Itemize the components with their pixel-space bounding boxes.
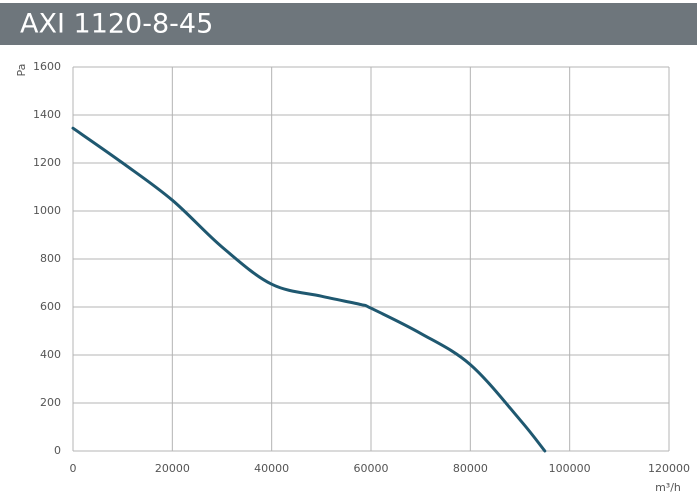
x-tick-label: 100000 bbox=[549, 462, 591, 475]
y-tick-label: 600 bbox=[40, 300, 61, 313]
y-tick-label: 1000 bbox=[33, 204, 61, 217]
y-axis-label: Pa bbox=[15, 64, 28, 77]
y-tick-label: 200 bbox=[40, 396, 61, 409]
chart-title: AXI 1120-8-45 bbox=[20, 9, 213, 40]
x-tick-label: 60000 bbox=[354, 462, 389, 475]
y-tick-label: 800 bbox=[40, 252, 61, 265]
x-axis-label: m³/h bbox=[655, 481, 681, 494]
y-tick-label: 1200 bbox=[33, 156, 61, 169]
x-tick-label: 40000 bbox=[254, 462, 289, 475]
header-bar bbox=[0, 3, 697, 45]
y-tick-label: 1600 bbox=[33, 60, 61, 73]
y-tick-label: 0 bbox=[54, 444, 61, 457]
x-tick-label: 20000 bbox=[155, 462, 190, 475]
curve bbox=[71, 126, 547, 453]
y-tick-label: 400 bbox=[40, 348, 61, 361]
x-tick-label: 120000 bbox=[648, 462, 690, 475]
x-tick-label: 0 bbox=[70, 462, 77, 475]
y-tick-label: 1400 bbox=[33, 108, 61, 121]
x-tick-label: 80000 bbox=[453, 462, 488, 475]
